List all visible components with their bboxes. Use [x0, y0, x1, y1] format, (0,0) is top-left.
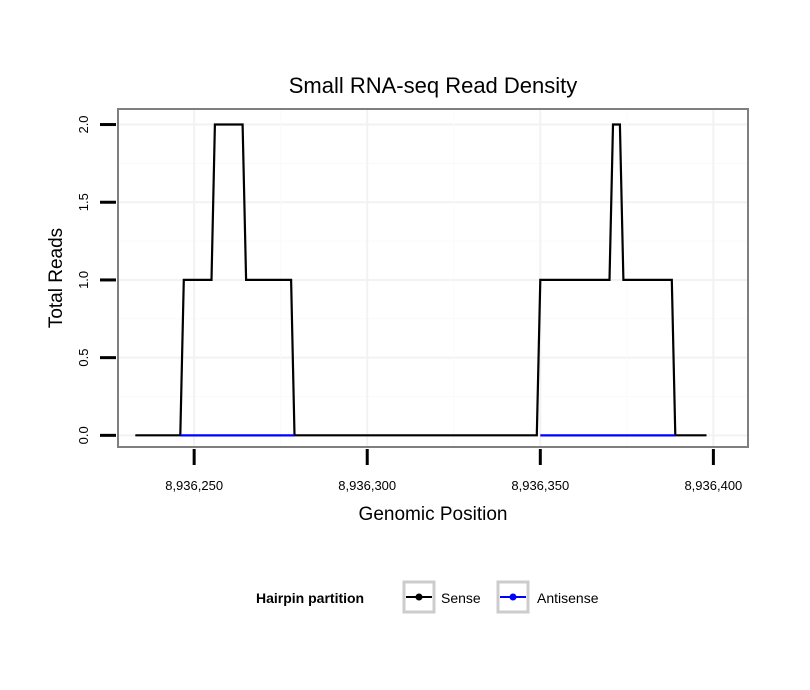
series-sense-line — [135, 123, 707, 437]
y-tick-label-0: 0.0 — [76, 426, 91, 444]
y-axis-title: Total Reads — [46, 228, 67, 328]
plot-panel — [117, 108, 749, 448]
y-tick-label-4: 2.0 — [76, 115, 91, 133]
y-tick-label-2: 1.0 — [76, 271, 91, 289]
legend-label-sense: Sense — [441, 590, 481, 606]
chart-title: Small RNA-seq Read Density — [289, 73, 578, 98]
x-tick-label-0: 8,936,250 — [165, 478, 223, 493]
legend-label-antisense: Antisense — [537, 590, 599, 606]
x-tick-label-1: 8,936,300 — [338, 478, 396, 493]
x-tick-label-2: 8,936,350 — [511, 478, 569, 493]
legend-title: Hairpin partition — [256, 590, 364, 606]
x-axis-title: Genomic Position — [359, 504, 508, 525]
legend: Hairpin partition Sense Antisense — [256, 580, 599, 614]
x-axis: 8,936,250 8,936,300 8,936,350 8,936,400 — [165, 449, 742, 493]
x-tick-label-3: 8,936,400 — [684, 478, 742, 493]
y-tick-label-3: 1.5 — [76, 193, 91, 211]
series-group — [135, 123, 707, 437]
legend-point-sense — [415, 593, 423, 601]
y-axis: 0.0 0.5 1.0 1.5 2.0 — [76, 115, 116, 444]
y-tick-label-1: 0.5 — [76, 349, 91, 367]
grid — [118, 109, 748, 447]
legend-point-antisense — [509, 593, 517, 601]
